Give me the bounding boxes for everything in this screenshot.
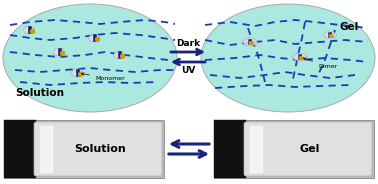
Bar <box>214 120 246 178</box>
Bar <box>299 54 302 60</box>
Bar <box>76 69 80 77</box>
Text: Solution: Solution <box>15 88 64 98</box>
Text: Dimer: Dimer <box>304 58 337 69</box>
Bar <box>298 54 301 60</box>
FancyBboxPatch shape <box>244 122 372 176</box>
Circle shape <box>96 37 99 41</box>
Text: Solution: Solution <box>74 144 126 154</box>
Circle shape <box>330 35 333 37</box>
Circle shape <box>301 57 303 60</box>
Bar <box>28 26 32 34</box>
FancyBboxPatch shape <box>34 122 162 176</box>
Bar <box>118 51 122 59</box>
Circle shape <box>79 72 82 76</box>
Ellipse shape <box>243 38 257 46</box>
Ellipse shape <box>114 51 124 59</box>
Text: Gel: Gel <box>340 22 359 32</box>
Bar <box>93 34 97 42</box>
Ellipse shape <box>89 34 99 42</box>
Text: Monomer: Monomer <box>82 73 125 81</box>
Bar <box>4 120 164 178</box>
Ellipse shape <box>24 26 34 34</box>
Ellipse shape <box>293 53 307 61</box>
Ellipse shape <box>201 4 375 112</box>
Ellipse shape <box>72 69 82 77</box>
Bar <box>214 120 374 178</box>
Circle shape <box>31 29 34 33</box>
Bar <box>328 32 331 38</box>
Bar <box>4 120 36 178</box>
Circle shape <box>121 54 124 58</box>
Text: Gel: Gel <box>300 144 320 154</box>
Ellipse shape <box>3 4 177 112</box>
Circle shape <box>300 57 302 60</box>
Circle shape <box>250 42 253 45</box>
Bar <box>329 32 332 38</box>
Bar <box>248 39 251 45</box>
Circle shape <box>249 42 253 45</box>
Circle shape <box>60 51 65 55</box>
Circle shape <box>330 35 332 37</box>
Text: Dark: Dark <box>176 39 200 48</box>
Text: UV: UV <box>181 66 195 75</box>
Ellipse shape <box>54 48 65 56</box>
Ellipse shape <box>324 31 336 38</box>
Bar <box>58 48 62 56</box>
Bar <box>249 39 252 45</box>
